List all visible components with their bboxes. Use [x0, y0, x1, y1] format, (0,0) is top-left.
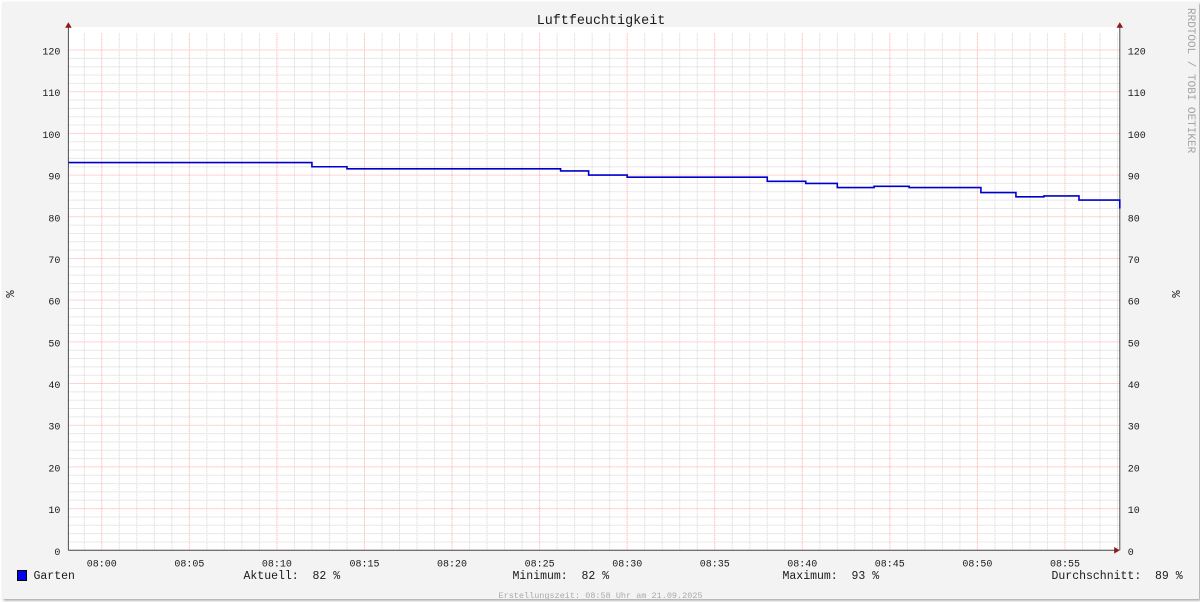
svg-text:70: 70 — [1127, 256, 1139, 267]
svg-text:08:50: 08:50 — [962, 559, 992, 570]
svg-text:40: 40 — [48, 381, 60, 392]
svg-text:90: 90 — [48, 172, 60, 183]
svg-text:20: 20 — [1127, 464, 1139, 475]
svg-text:%: % — [4, 289, 18, 297]
svg-text:100: 100 — [42, 130, 60, 141]
svg-text:60: 60 — [48, 297, 60, 308]
svg-text:0: 0 — [1127, 547, 1133, 558]
svg-text:30: 30 — [48, 422, 60, 433]
svg-text:10: 10 — [1127, 506, 1139, 517]
svg-text:08:05: 08:05 — [174, 559, 204, 570]
svg-text:120: 120 — [1127, 47, 1145, 58]
svg-text:100: 100 — [1127, 130, 1145, 141]
svg-text:80: 80 — [1127, 214, 1139, 225]
svg-text:50: 50 — [1127, 339, 1139, 350]
svg-text:50: 50 — [48, 339, 60, 350]
svg-text:RRDTOOL / TOBI OETIKER: RRDTOOL / TOBI OETIKER — [1184, 8, 1196, 154]
svg-text:08:30: 08:30 — [612, 559, 642, 570]
svg-text:08:00: 08:00 — [86, 559, 116, 570]
svg-text:20: 20 — [48, 464, 60, 475]
svg-text:90: 90 — [1127, 172, 1139, 183]
svg-text:10: 10 — [48, 506, 60, 517]
svg-text:30: 30 — [1127, 422, 1139, 433]
svg-text:08:25: 08:25 — [524, 559, 554, 570]
svg-text:40: 40 — [1127, 381, 1139, 392]
svg-text:0: 0 — [54, 547, 60, 558]
svg-text:08:10: 08:10 — [261, 559, 291, 570]
svg-text:08:45: 08:45 — [874, 559, 904, 570]
svg-text:110: 110 — [42, 89, 60, 100]
svg-text:Luftfeuchtigkeit: Luftfeuchtigkeit — [536, 14, 665, 29]
svg-text:08:15: 08:15 — [349, 559, 379, 570]
svg-text:80: 80 — [48, 214, 60, 225]
svg-text:120: 120 — [42, 47, 60, 58]
svg-text:60: 60 — [1127, 297, 1139, 308]
svg-text:08:20: 08:20 — [436, 559, 466, 570]
svg-text:08:40: 08:40 — [787, 559, 817, 570]
svg-text:08:35: 08:35 — [699, 559, 729, 570]
svg-text:110: 110 — [1127, 89, 1145, 100]
svg-text:70: 70 — [48, 256, 60, 267]
svg-text:%: % — [1170, 289, 1184, 297]
svg-text:08:55: 08:55 — [1049, 559, 1079, 570]
